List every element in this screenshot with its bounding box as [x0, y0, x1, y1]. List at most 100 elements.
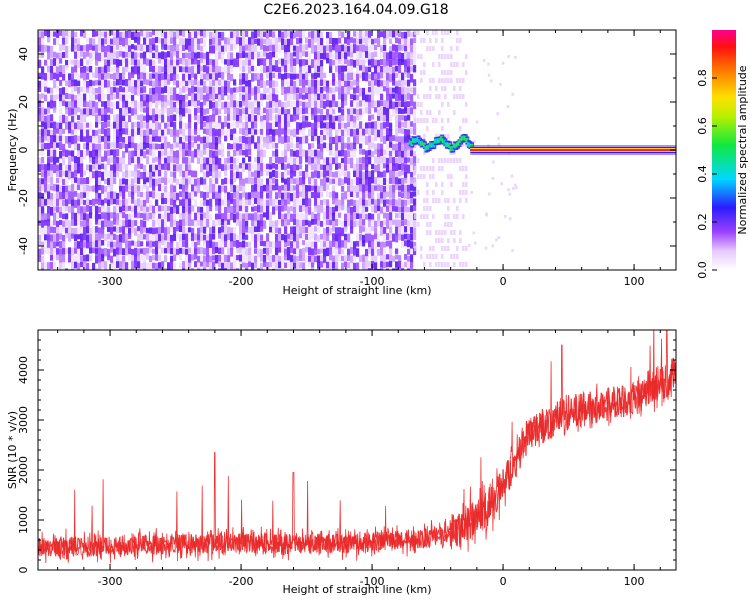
heatmap-cell [218, 227, 222, 234]
heatmap-cell [65, 65, 69, 71]
heatmap-cell [335, 72, 339, 78]
heatmap-cell [344, 122, 348, 132]
heatmap-cell [359, 128, 363, 137]
heatmap-cell [143, 199, 147, 207]
heatmap-cell [281, 58, 285, 68]
heatmap-cell [80, 157, 84, 166]
heatmap-cell [104, 52, 108, 58]
heatmap-cell [173, 66, 177, 76]
heatmap-cell [47, 72, 51, 81]
heatmap-cell [38, 107, 42, 115]
heatmap-cell [353, 44, 357, 54]
heatmap-cell [398, 170, 402, 177]
heatmap-cell [329, 261, 333, 269]
heatmap-cell [95, 233, 99, 242]
heatmap-cell [389, 248, 393, 257]
heatmap-cell [230, 87, 234, 96]
heatmap-cell [80, 178, 84, 186]
heatmap-cell [441, 138, 445, 144]
x-tick-label: 0 [500, 575, 507, 588]
heatmap-cell [176, 100, 180, 106]
heatmap-cell [281, 255, 285, 264]
heatmap-cell [128, 240, 132, 250]
heatmap-cell [457, 140, 461, 146]
heatmap-cell [104, 212, 108, 220]
heatmap-cell [215, 205, 219, 212]
heatmap-cell [362, 44, 366, 53]
heatmap-cell [329, 170, 333, 177]
heatmap-cell [41, 255, 45, 265]
heatmap-cell [182, 240, 186, 248]
heatmap-cell [38, 94, 42, 103]
heatmap-cell [113, 58, 117, 65]
heatmap-cell [419, 254, 423, 259]
heatmap-cell [401, 94, 405, 102]
heatmap-cell [182, 184, 186, 193]
heatmap-cell [284, 171, 288, 180]
heatmap-cell [275, 227, 279, 234]
heatmap-cell [53, 199, 57, 206]
heatmap-cell [248, 192, 252, 200]
heatmap-cell [356, 192, 360, 198]
heatmap-cell [305, 255, 309, 263]
heatmap-cell [377, 219, 381, 227]
heatmap-cell [371, 114, 375, 120]
heatmap-cell [308, 51, 312, 60]
heatmap-cell [398, 136, 402, 143]
heatmap-cell [458, 262, 462, 267]
heatmap-cell [89, 185, 93, 192]
heatmap-cell [215, 164, 219, 171]
heatmap-cell [179, 178, 183, 186]
heatmap-cell [251, 65, 255, 72]
heatmap-cell [176, 164, 180, 172]
heatmap-cell [485, 213, 488, 217]
heatmap-cell [113, 248, 117, 257]
heatmap-cell [164, 248, 168, 254]
heatmap-cell [110, 108, 114, 114]
heatmap-cell [413, 108, 417, 115]
heatmap-cell [266, 261, 270, 270]
heatmap-cell [119, 45, 123, 54]
heatmap-cell [242, 73, 246, 81]
heatmap-cell [374, 65, 378, 74]
heatmap-cell [98, 185, 102, 191]
heatmap-cell [185, 164, 189, 172]
heatmap-cell [344, 128, 348, 137]
heatmap-cell [386, 233, 390, 241]
heatmap-cell [487, 73, 491, 77]
heatmap-cell [398, 121, 402, 129]
heatmap-cell [230, 65, 234, 72]
heatmap-cell [335, 205, 339, 212]
heatmap-cell [293, 206, 297, 214]
heatmap-cell [170, 73, 174, 81]
heatmap-cell [47, 37, 51, 43]
heatmap-cell [203, 184, 207, 190]
heatmap-cell [421, 140, 425, 146]
heatmap-cell [266, 72, 270, 79]
heatmap-cell [182, 199, 186, 208]
heatmap-cell [497, 236, 501, 240]
heatmap-cell [182, 129, 186, 138]
heatmap-cell [446, 214, 450, 219]
heatmap-cell [251, 184, 255, 193]
heatmap-cell [308, 79, 312, 88]
heatmap-cell [206, 212, 210, 221]
heatmap-cell [254, 212, 258, 222]
heatmap-cell [335, 213, 339, 220]
heatmap-cell [125, 220, 129, 229]
heatmap-cell [251, 121, 255, 131]
y-tick-label: 3000 [17, 406, 30, 434]
heatmap-cell [143, 227, 147, 233]
heatmap-cell [335, 52, 339, 60]
heatmap-cell [257, 163, 261, 172]
heatmap-cell [149, 31, 153, 38]
heatmap-cell [383, 59, 387, 67]
heatmap-cell [440, 54, 444, 59]
heatmap-cell [281, 73, 285, 81]
heatmap-cell [440, 86, 444, 91]
heatmap-cell [332, 255, 336, 263]
heatmap-cell [338, 37, 342, 44]
heatmap-cell [107, 87, 111, 94]
heatmap-cell [266, 233, 270, 243]
heatmap-cell [62, 143, 66, 152]
